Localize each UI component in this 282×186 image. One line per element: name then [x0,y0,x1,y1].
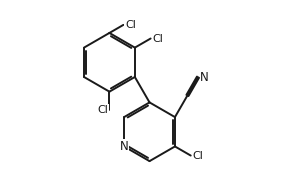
Text: Cl: Cl [97,105,108,115]
Text: Cl: Cl [125,20,136,30]
Text: N: N [120,140,129,153]
Text: N: N [200,71,209,84]
Text: Cl: Cl [192,150,203,161]
Text: Cl: Cl [152,33,163,44]
